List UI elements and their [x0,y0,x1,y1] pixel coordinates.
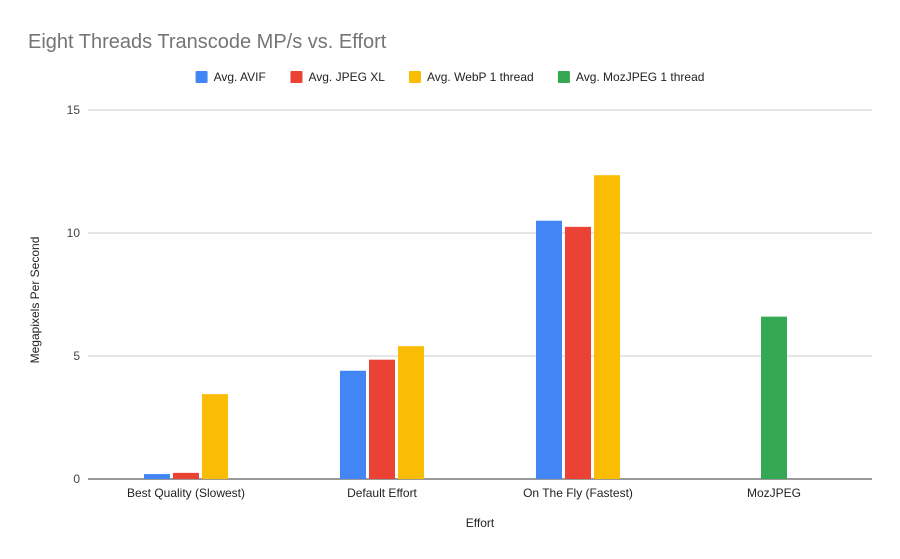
bar-2-0 [202,394,228,479]
legend-swatch-2 [408,71,421,83]
y-tick-label: 5 [73,349,80,363]
legend-label-3: Avg. MozJPEG 1 thread [576,70,705,84]
y-tick-label: 0 [73,472,80,486]
legend-label-0: Avg. AVIF [214,70,266,84]
legend-label-1: Avg. JPEG XL [308,70,385,84]
legend-label-2: Avg. WebP 1 thread [427,70,534,84]
bar-1-0 [173,472,199,479]
legend: Avg. AVIF Avg. JPEG XL Avg. WebP 1 thread A… [195,70,705,84]
legend-swatch-3 [557,71,570,83]
y-tick-label: 10 [67,226,81,240]
chart-title: Eight Threads Transcode MP/s vs. Effort [28,31,387,53]
x-category-label: Best Quality (Slowest) [127,486,245,500]
bar-0-0 [144,474,170,479]
legend-swatch-0 [195,71,208,83]
bar-0-1 [340,370,366,479]
legend-swatch-1 [290,71,303,83]
bar-3-3 [761,316,787,479]
bar-2-2 [594,175,620,479]
bar-1-2 [565,226,591,479]
x-axis-categories: Best Quality (Slowest) Default Effort On T… [127,486,801,500]
x-category-label: On The Fly (Fastest) [523,486,633,500]
x-category-label: MozJPEG [747,486,801,500]
bar-0-2 [536,220,562,479]
y-axis-ticks: 0 5 10 15 [67,103,81,486]
gridlines [88,109,872,480]
x-axis-title: Effort [466,516,495,530]
bar-1-1 [369,359,395,479]
y-tick-label: 15 [67,103,81,117]
bars [144,175,787,479]
y-axis-title: Megapixels Per Second [28,237,42,364]
bar-2-1 [398,346,424,479]
x-category-label: Default Effort [347,486,417,500]
